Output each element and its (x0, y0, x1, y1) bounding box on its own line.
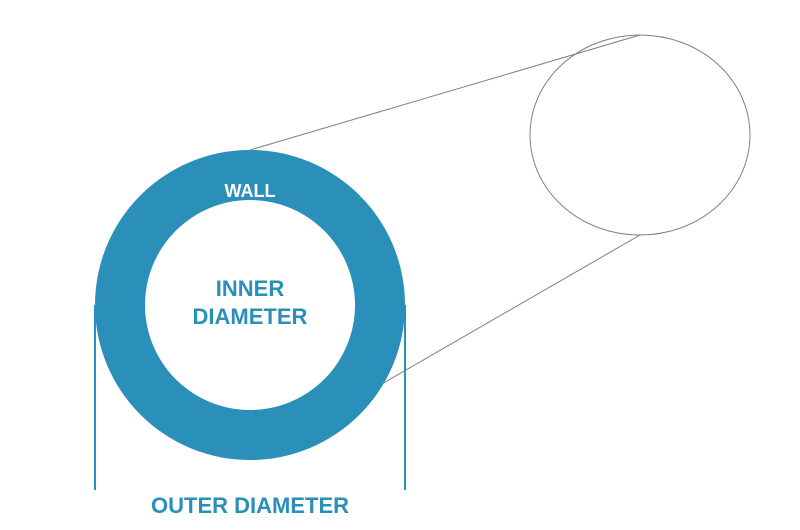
inner-diameter-label-1: INNER (216, 276, 285, 301)
wall-label: WALL (225, 181, 276, 201)
tube-diagram: WALL INNER DIAMETER OUTER DIAMETER (0, 0, 800, 530)
outer-diameter-label: OUTER DIAMETER (151, 493, 349, 518)
inner-diameter-label-2: DIAMETER (193, 304, 308, 329)
